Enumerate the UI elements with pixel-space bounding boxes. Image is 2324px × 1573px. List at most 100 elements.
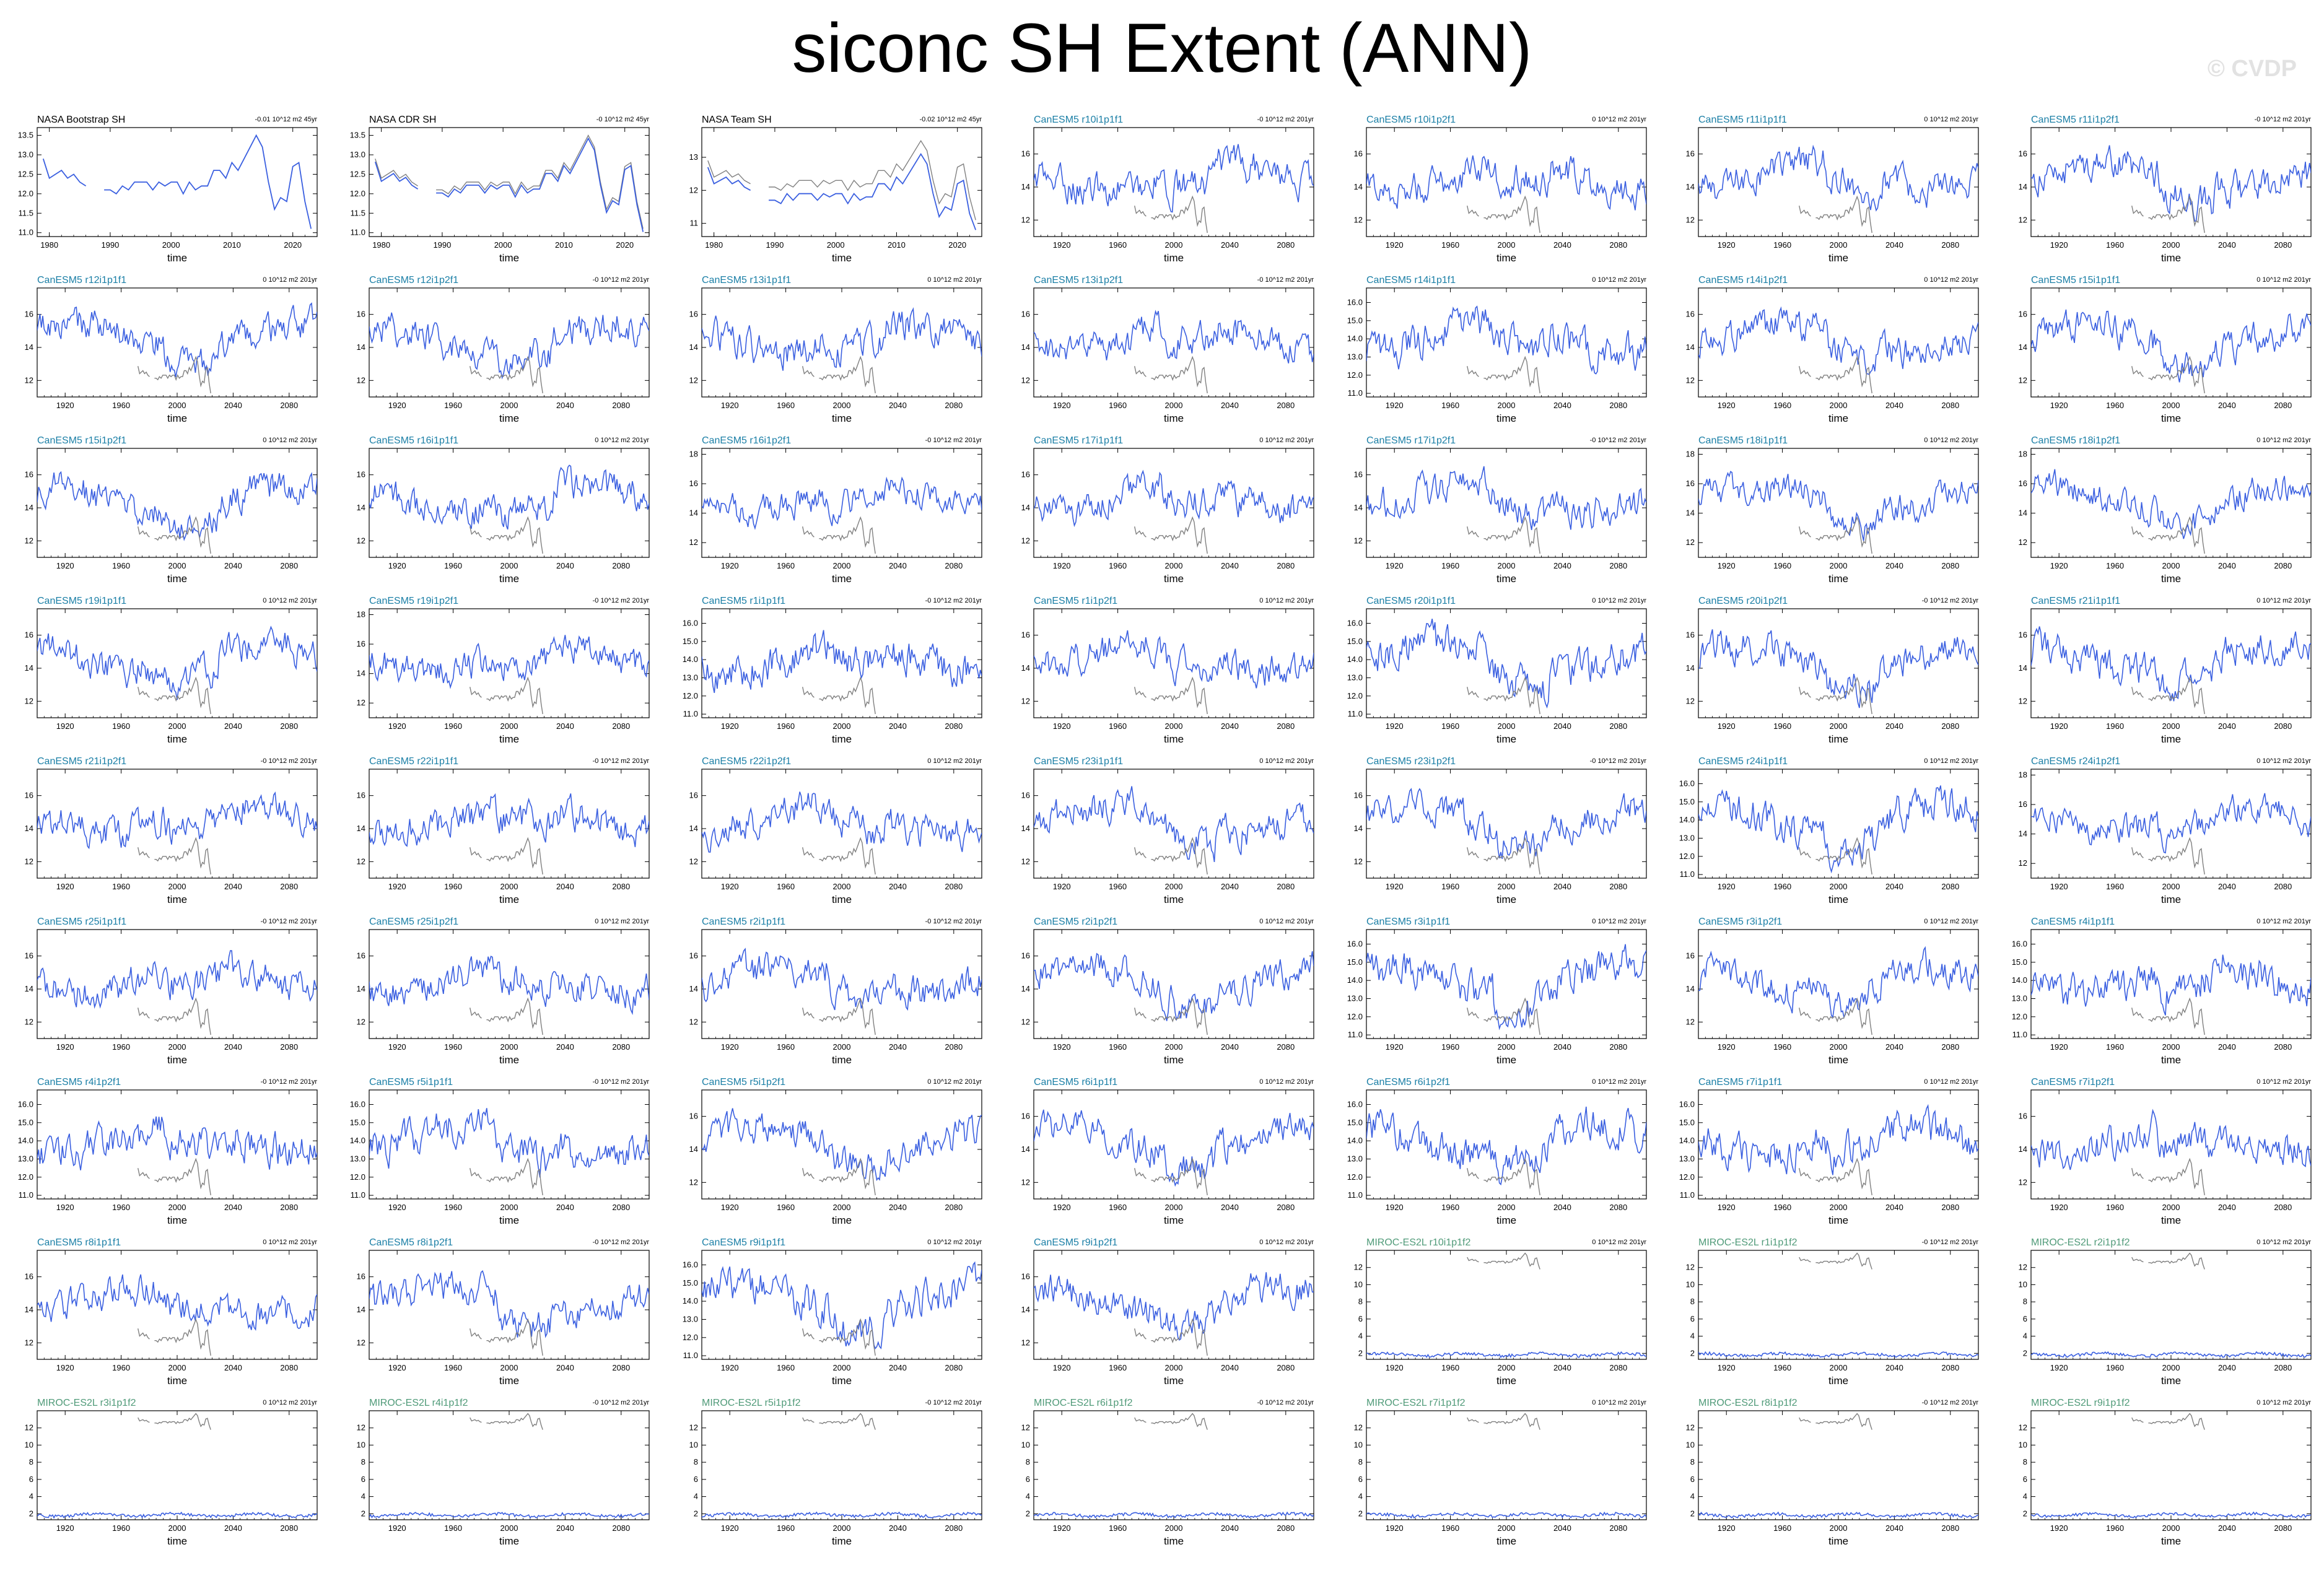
obs-inset-line: [1799, 997, 1872, 1035]
y-tick-label: 12: [1686, 375, 1695, 385]
x-tick-label: 1920: [2050, 1203, 2068, 1212]
y-tick-label: 16.0: [683, 1260, 698, 1269]
obs-inset-line: [2131, 676, 2205, 715]
panel-trend: 0 10^12 m2 201yr: [263, 437, 317, 444]
x-tick-label: 2080: [1609, 240, 1627, 250]
x-tick-label: 2040: [1553, 721, 1571, 731]
y-tick-label: 12: [1354, 215, 1363, 224]
panel-trend: -0 10^12 m2 201yr: [261, 1078, 318, 1086]
y-tick-label: 14: [1686, 342, 1695, 352]
x-tick-label: 2000: [1165, 561, 1183, 570]
x-tick-label: 1960: [1441, 1523, 1459, 1533]
obs-inset-line: [1467, 1252, 1540, 1270]
x-tick-label: 2040: [1885, 1042, 1903, 1052]
plot-frame: [369, 127, 650, 237]
panel-title: CanESM5 r13i1p2f1: [1034, 275, 1123, 285]
x-tick-label: 2000: [500, 1203, 518, 1212]
y-tick-label: 8: [2023, 1457, 2027, 1466]
panel-trend: -0 10^12 m2 201yr: [593, 1399, 650, 1406]
obs-inset-line: [2131, 1413, 2205, 1430]
x-axis-label: time: [1164, 1375, 1184, 1387]
y-tick-label: 18: [1686, 450, 1695, 459]
obs-inset-line: [1467, 997, 1540, 1035]
x-tick-label: 2000: [1830, 561, 1848, 570]
y-tick-label: 6: [1026, 1475, 1030, 1484]
model-series-line: [1698, 1511, 1978, 1519]
chart-panel: CanESM5 r1i1p2f1 0 10^12 m2 201yr 1920 1960…: [1021, 596, 1314, 745]
x-tick-label: 2040: [224, 721, 242, 731]
y-tick-label: 2: [2023, 1509, 2027, 1518]
y-tick-label: 4: [29, 1492, 33, 1501]
y-tick-label: 16: [1021, 791, 1030, 800]
panel-title: CanESM5 r22i1p2f1: [702, 756, 791, 767]
panel-trend: -0 10^12 m2 201yr: [261, 918, 318, 925]
y-tick-label: 6: [2023, 1475, 2027, 1484]
y-tick-label: 12: [357, 1017, 365, 1026]
x-tick-label: 2000: [168, 401, 186, 410]
model-series-line: [702, 630, 982, 693]
model-series-line: [702, 1511, 982, 1519]
obs-inset-line: [470, 997, 543, 1035]
panel-title: CanESM5 r25i1p2f1: [369, 917, 458, 927]
y-tick-label: 12: [2019, 696, 2027, 705]
model-series-line: [702, 1108, 982, 1182]
x-tick-label: 2040: [556, 561, 574, 570]
y-tick-label: 12.0: [1347, 1012, 1363, 1021]
y-tick-label: 12: [25, 696, 33, 705]
x-tick-label: 1960: [1773, 1363, 1791, 1372]
x-tick-label: 2000: [168, 882, 186, 891]
model-series-line: [702, 948, 982, 1011]
chart-panel: CanESM5 r18i1p2f1 0 10^12 m2 201yr 1920 196…: [2019, 435, 2312, 585]
x-tick-label: 2000: [1830, 1363, 1848, 1372]
x-tick-label: 1920: [388, 721, 406, 731]
obs-inset-line: [470, 837, 543, 875]
obs-inset-line: [470, 355, 543, 394]
x-tick-label: 2040: [1221, 1042, 1239, 1052]
panel-trend: -0 10^12 m2 201yr: [1257, 276, 1314, 284]
x-tick-label: 2000: [2162, 1042, 2180, 1052]
x-axis-label: time: [832, 1375, 852, 1387]
y-tick-label: 14: [1354, 503, 1363, 512]
x-tick-label: 1920: [388, 1203, 406, 1212]
model-series-line: [1366, 1351, 1646, 1359]
x-tick-label: 2080: [1941, 561, 1959, 570]
y-tick-label: 18: [357, 610, 365, 619]
x-tick-label: 1960: [2106, 721, 2124, 731]
x-tick-label: 1980: [372, 240, 390, 250]
obs-series-line: [707, 152, 977, 230]
y-tick-label: 12: [25, 1017, 33, 1026]
panel-title: CanESM5 r2i1p2f1: [1034, 917, 1117, 927]
y-tick-label: 16.0: [2012, 939, 2027, 948]
x-tick-label: 2040: [2218, 561, 2236, 570]
x-axis-label: time: [1164, 1054, 1184, 1066]
plot-frame: [37, 1410, 318, 1520]
y-tick-label: 12.0: [350, 1172, 365, 1182]
model-series-line: [1366, 155, 1646, 211]
y-tick-label: 12: [1021, 215, 1030, 224]
y-tick-label: 16.0: [1347, 618, 1363, 627]
chart-panel: CanESM5 r25i1p1f1 -0 10^12 m2 201yr 1920 19…: [25, 917, 318, 1066]
x-tick-label: 2040: [556, 882, 574, 891]
x-tick-label: 1920: [56, 401, 74, 410]
model-series-line: [369, 1270, 649, 1338]
obs-inset-line: [470, 516, 543, 554]
x-tick-label: 1960: [112, 1363, 130, 1372]
x-axis-label: time: [167, 573, 187, 585]
model-series-line: [702, 476, 982, 530]
x-tick-label: 2080: [1941, 1042, 1959, 1052]
y-tick-label: 16: [357, 310, 365, 319]
y-tick-label: 12: [1686, 1017, 1695, 1026]
y-tick-label: 14: [2019, 342, 2027, 352]
panel-trend: -0 10^12 m2 201yr: [1257, 116, 1314, 123]
x-tick-label: 2000: [500, 882, 518, 891]
chart-panel: CanESM5 r22i1p2f1 0 10^12 m2 201yr 1920 196…: [689, 756, 982, 905]
x-tick-label: 2080: [1941, 1523, 1959, 1533]
chart-panel: MIROC-ES2L r7i1p1f2 0 10^12 m2 201yr 1920 1…: [1354, 1398, 1647, 1547]
panel-title: CanESM5 r1i1p1f1: [702, 596, 785, 606]
plot-frame: [1366, 1089, 1647, 1200]
x-tick-label: 2080: [1941, 882, 1959, 891]
x-axis-label: time: [167, 1214, 187, 1226]
y-tick-label: 12: [1354, 536, 1363, 545]
x-tick-label: 2080: [1941, 401, 1959, 410]
chart-panel: MIROC-ES2L r5i1p1f2 -0 10^12 m2 201yr 1920…: [689, 1398, 982, 1547]
